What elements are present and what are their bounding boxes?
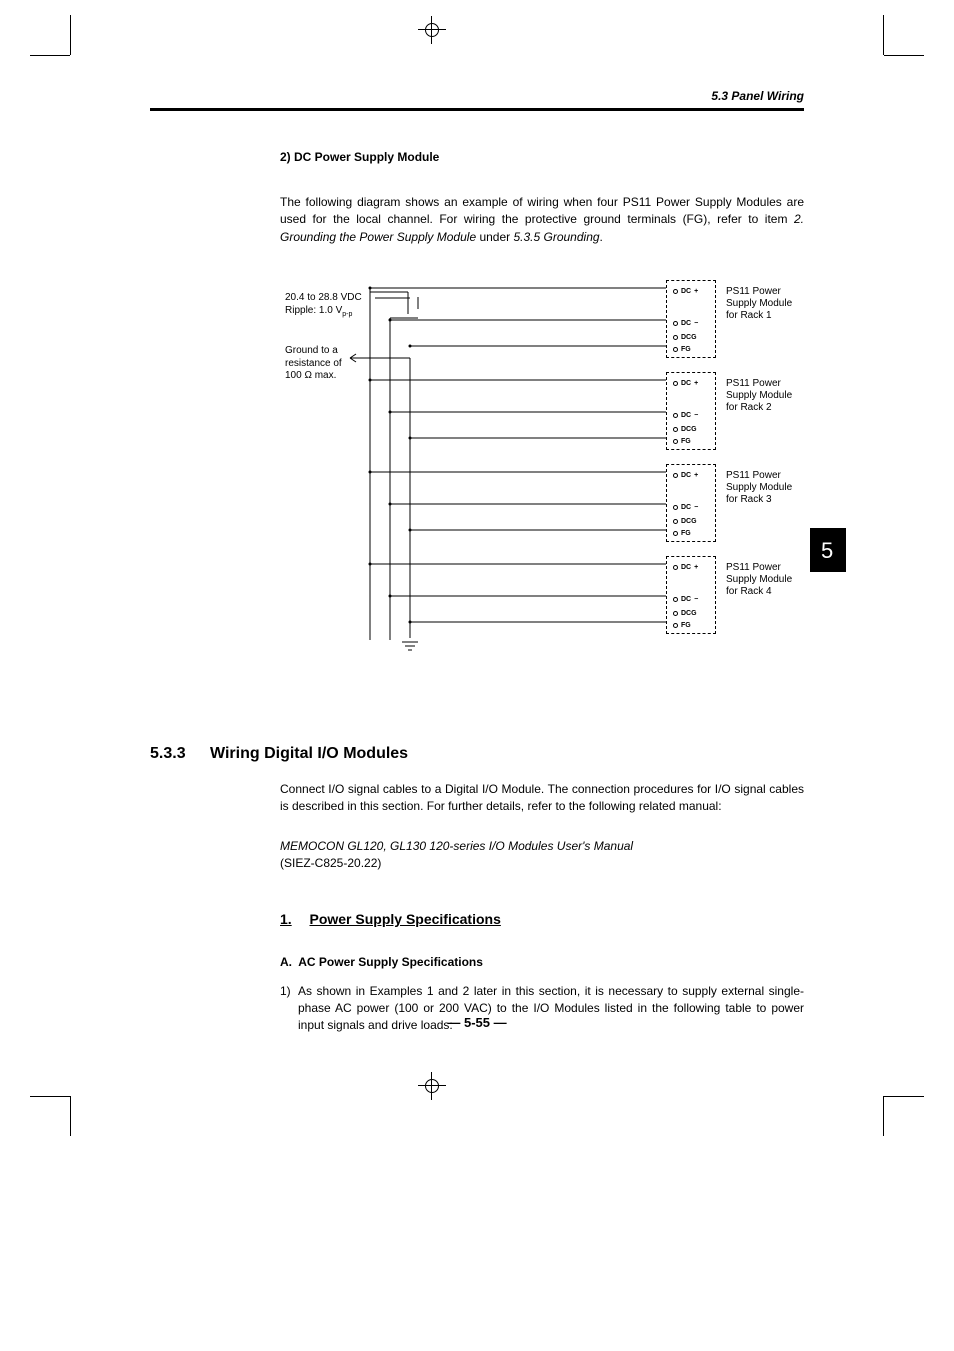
chapter-tab: 5 — [810, 528, 846, 572]
terminal: DC+ — [667, 559, 698, 575]
voltage-note: 20.4 to 28.8 VDC Ripple: 1.0 Vp-p — [285, 292, 362, 319]
terminal: FG — [667, 525, 691, 541]
page: 5.3 Panel Wiring 5 2) DC Power Supply Mo… — [0, 0, 954, 1351]
ps-module-3: DC+DC−DCGFG — [666, 464, 716, 542]
ground-note: Ground to a resistance of 100 Ω max. — [285, 345, 342, 383]
terminal: DC+ — [667, 467, 698, 483]
sec2-heading: 2) DC Power Supply Module — [280, 150, 804, 164]
crosshair-top — [418, 16, 446, 44]
crosshair-bottom — [418, 1072, 446, 1100]
manual-ref: MEMOCON GL120, GL130 120-series I/O Modu… — [280, 838, 804, 855]
ps-module-label-1: PS11 Power Supply Module for Rack 1 — [726, 286, 796, 322]
sec533-p1: Connect I/O signal cables to a Digital I… — [280, 781, 804, 816]
subsec1-title: Power Supply Specifications — [309, 911, 500, 927]
ps-module-label-2: PS11 Power Supply Module for Rack 2 — [726, 378, 796, 414]
wiring-diagram: 20.4 to 28.8 VDC Ripple: 1.0 Vp-p Ground… — [150, 270, 804, 660]
ps-module-4: DC+DC−DCGFG — [666, 556, 716, 634]
subsec1: 1. Power Supply Specifications — [280, 911, 804, 929]
page-number: — 5-55 — — [0, 1015, 954, 1030]
terminal: FG — [667, 341, 691, 357]
sec533-block: 5.3.3Wiring Digital I/O Modules Connect … — [150, 695, 804, 1035]
running-header: 5.3 Panel Wiring — [711, 89, 804, 103]
header-rule — [150, 108, 804, 111]
terminal: DC+ — [667, 283, 698, 299]
chapter-number: 5 — [821, 538, 833, 564]
sec533-heading: 5.3.3Wiring Digital I/O Modules — [150, 745, 804, 763]
subsec1-num: 1. — [280, 911, 292, 927]
sec2-num: 2) — [280, 150, 291, 164]
content-block: 2) DC Power Supply Module The following … — [150, 150, 804, 246]
ps-module-label-4: PS11 Power Supply Module for Rack 4 — [726, 562, 796, 598]
terminal: FG — [667, 617, 691, 633]
sec-a-heading: A. AC Power Supply Specifications — [280, 955, 804, 969]
ps-module-1: DC+DC−DCGFG — [666, 280, 716, 358]
manual-code: (SIEZ-C825-20.22) — [280, 855, 804, 872]
ps-module-label-3: PS11 Power Supply Module for Rack 3 — [726, 470, 796, 506]
sec2-title: DC Power Supply Module — [294, 150, 439, 164]
sec2-paragraph: The following diagram shows an example o… — [280, 194, 804, 246]
ps-module-2: DC+DC−DCGFG — [666, 372, 716, 450]
terminal: FG — [667, 433, 691, 449]
terminal: DC+ — [667, 375, 698, 391]
